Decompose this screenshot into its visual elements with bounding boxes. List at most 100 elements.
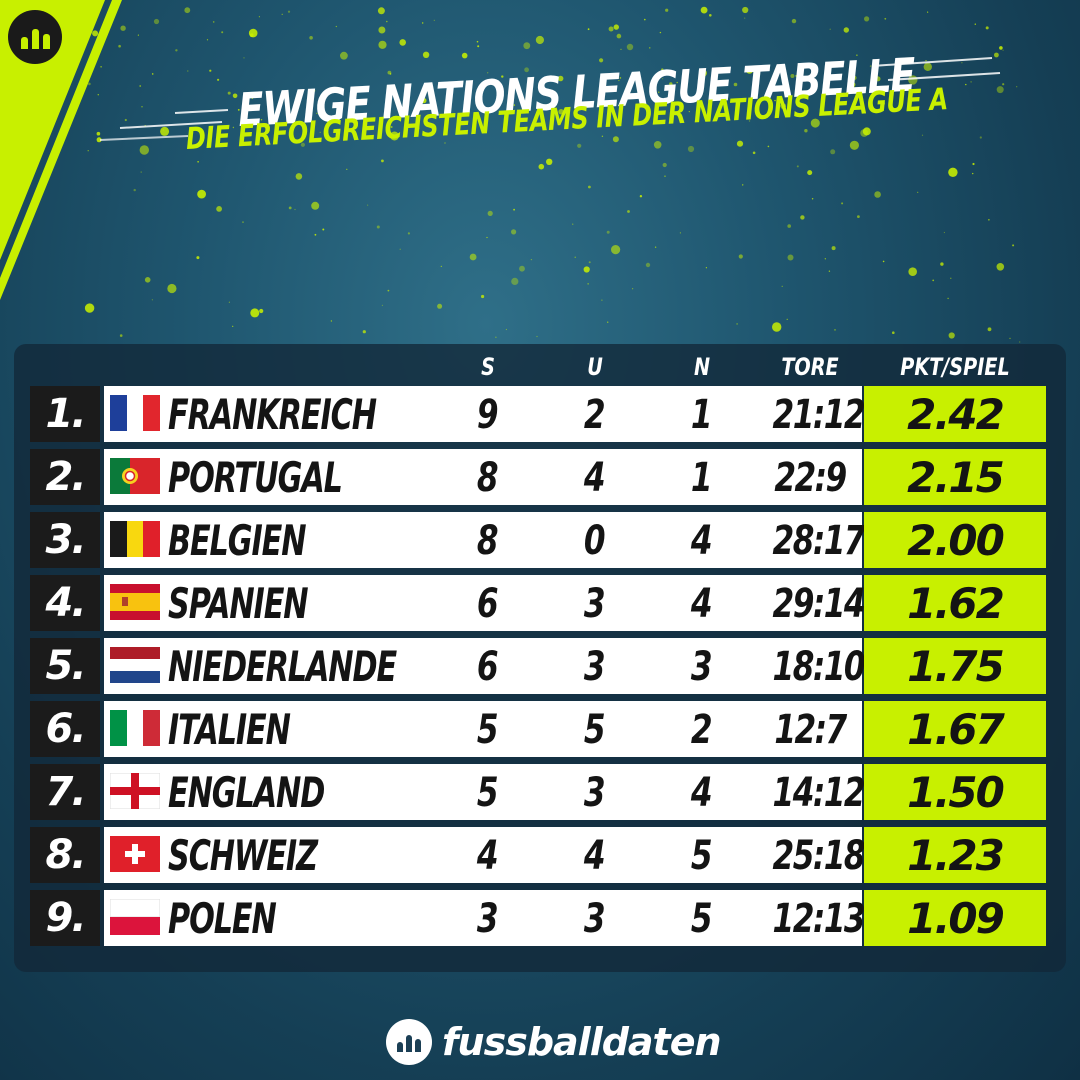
splatter-dot — [495, 336, 497, 338]
draws-cell: 3 — [583, 581, 606, 627]
splatter-dot — [786, 318, 788, 320]
table-row: 4. SPANIEN 6 3 4 29:14 1.62 — [0, 575, 1080, 631]
row-band — [104, 386, 862, 442]
table-row: 9. POLEN 3 3 5 12:13 1.09 — [0, 890, 1080, 946]
table-row: 2. PORTUGAL 8 4 1 22:9 2.15 — [0, 449, 1080, 505]
splatter-dot — [481, 294, 485, 299]
wins-cell: 5 — [476, 770, 499, 816]
row-band — [104, 449, 862, 505]
splatter-dot — [510, 229, 517, 235]
splatter-dot — [908, 267, 917, 277]
team-name: FRANKREICH — [168, 390, 377, 439]
headline-speed-lines — [99, 57, 1001, 141]
netherlands-flag-icon — [110, 647, 160, 683]
losses-cell: 1 — [690, 392, 713, 438]
splatter-dot — [583, 266, 590, 273]
goals-cell: 12:13 — [772, 896, 866, 942]
poland-flag-icon — [110, 899, 160, 935]
points-per-game-cell: 1.67 — [864, 701, 1046, 757]
wins-cell: 8 — [476, 518, 499, 564]
draws-cell: 4 — [583, 455, 606, 501]
splatter-dot — [469, 253, 477, 261]
draws-cell: 3 — [583, 644, 606, 690]
row-band — [104, 827, 862, 883]
switzerland-flag-icon — [110, 836, 160, 872]
goals-cell: 22:9 — [774, 455, 847, 501]
rank-cell: 7. — [30, 764, 100, 820]
splatter-dot — [738, 254, 743, 259]
points-per-game-cell: 1.50 — [864, 764, 1046, 820]
splatter-dot — [259, 308, 264, 314]
draws-cell: 3 — [583, 896, 606, 942]
splatter-dot — [314, 233, 317, 236]
splatter-dot — [519, 265, 525, 272]
splatter-dot — [1009, 337, 1011, 339]
splatter-dot — [513, 208, 515, 211]
rank-cell: 6. — [30, 701, 100, 757]
bar-chart-logo-icon — [386, 1019, 432, 1065]
team-name: ENGLAND — [168, 768, 325, 817]
table-row: 1. FRANKREICH 9 2 1 21:12 2.42 — [0, 386, 1080, 442]
splatter-dot — [437, 303, 443, 309]
goals-cell: 12:7 — [774, 707, 847, 753]
splatter-dot — [824, 258, 826, 260]
splatter-dot — [330, 320, 333, 322]
table-row: 7. ENGLAND 5 3 4 14:12 1.50 — [0, 764, 1080, 820]
france-flag-icon — [110, 395, 160, 431]
splatter-dot — [376, 225, 380, 229]
splatter-dot — [645, 262, 651, 268]
goals-cell: 14:12 — [772, 770, 866, 816]
row-band — [104, 701, 862, 757]
splatter-dot — [250, 308, 260, 318]
splatter-dot — [943, 231, 946, 234]
splatter-dot — [387, 289, 390, 292]
england-flag-icon — [110, 773, 160, 809]
column-header-goals: TORE — [781, 353, 839, 381]
splatter-dot — [950, 277, 952, 279]
splatter-dot — [440, 265, 442, 267]
corner-logo-icon — [8, 10, 62, 64]
table-row: 3. BELGIEN 8 0 4 28:17 2.00 — [0, 512, 1080, 568]
splatter-dot — [831, 246, 836, 251]
losses-cell: 1 — [690, 455, 713, 501]
splatter-dot — [587, 283, 589, 285]
splatter-dot — [487, 210, 493, 216]
splatter-dot — [882, 260, 885, 263]
splatter-dot — [1012, 244, 1015, 247]
splatter-dot — [530, 259, 533, 261]
wins-cell: 3 — [476, 896, 499, 942]
points-per-game-cell: 2.15 — [864, 449, 1046, 505]
row-band — [104, 764, 862, 820]
splatter-dot — [228, 301, 230, 303]
splatter-dot — [505, 328, 507, 331]
team-name: NIEDERLANDE — [168, 642, 397, 691]
goals-cell: 28:17 — [772, 518, 866, 564]
points-per-game-cell: 2.00 — [864, 512, 1046, 568]
splatter-dot — [772, 322, 782, 332]
row-band — [104, 638, 862, 694]
draws-cell: 2 — [583, 392, 606, 438]
spain-flag-icon — [110, 584, 160, 620]
splatter-dot — [119, 334, 123, 337]
wins-cell: 6 — [476, 581, 499, 627]
splatter-dot — [362, 330, 366, 334]
team-name: ITALIEN — [168, 705, 291, 754]
splatter-dot — [311, 201, 320, 210]
splatter-dot — [84, 303, 95, 313]
splatter-dot — [948, 332, 955, 339]
splatter-dot — [572, 223, 574, 225]
splatter-dot — [167, 283, 177, 294]
points-per-game-cell: 1.09 — [864, 890, 1046, 946]
splatter-dot — [800, 215, 805, 220]
splatter-dot — [144, 277, 151, 283]
splatter-dot — [399, 248, 401, 250]
splatter-dot — [294, 208, 296, 211]
goals-cell: 21:12 — [772, 392, 866, 438]
splatter-dot — [987, 327, 992, 332]
splatter-dot — [588, 261, 591, 264]
goals-cell: 18:10 — [772, 644, 866, 690]
splatter-dot — [381, 304, 383, 306]
points-per-game-cell: 1.75 — [864, 638, 1046, 694]
splatter-dot — [574, 256, 576, 258]
splatter-dot — [892, 331, 895, 335]
